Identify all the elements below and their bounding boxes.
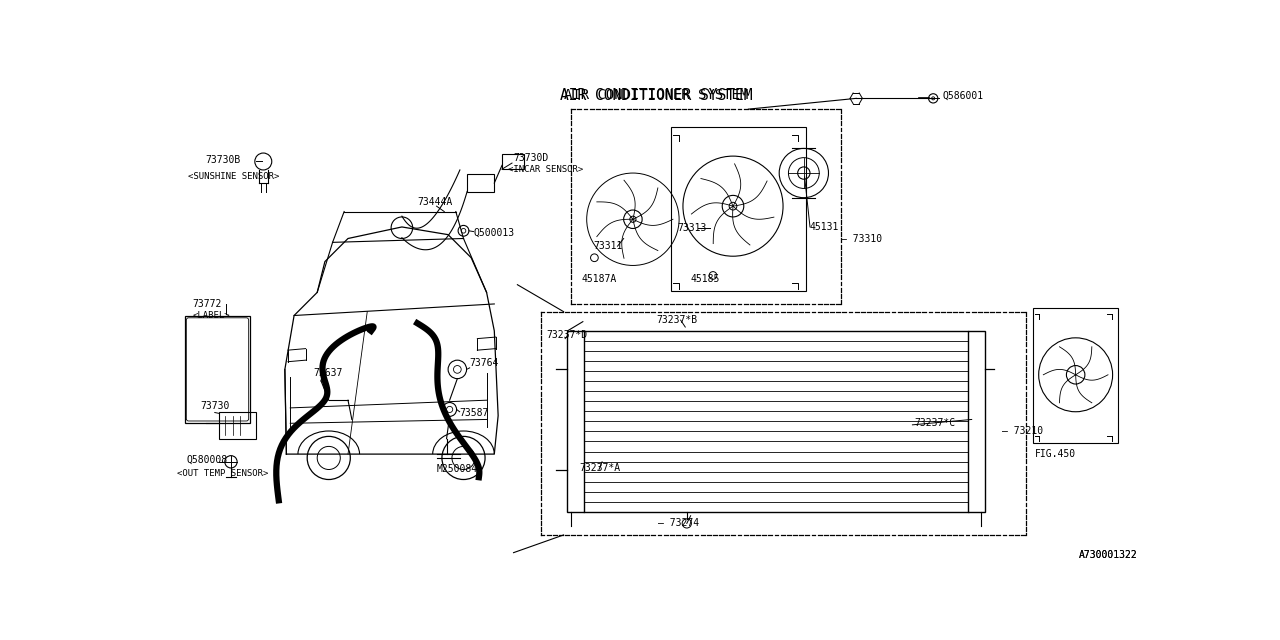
Text: 73311: 73311	[593, 241, 622, 251]
Text: 73444A: 73444A	[417, 196, 453, 207]
Text: 73637: 73637	[314, 368, 343, 378]
Text: — 73210: — 73210	[1002, 426, 1043, 436]
Bar	[968, 331, 984, 512]
Text: 73313: 73313	[677, 223, 707, 233]
Text: FIG.450: FIG.450	[1034, 449, 1076, 459]
Text: 73772: 73772	[192, 299, 221, 309]
Text: Q586001: Q586001	[942, 90, 983, 100]
Bar	[672, 127, 806, 291]
Text: AIR CONDITIONER SYSTEM: AIR CONDITIONER SYSTEM	[559, 88, 753, 102]
Text: A730001322: A730001322	[1079, 550, 1137, 561]
Text: — 73274: — 73274	[658, 518, 699, 529]
Bar	[567, 331, 585, 512]
Text: 73764: 73764	[470, 358, 499, 368]
Text: 73587: 73587	[460, 408, 489, 419]
Text: A730001322: A730001322	[1079, 550, 1137, 561]
Text: 45131: 45131	[810, 222, 840, 232]
Text: Q500013: Q500013	[474, 228, 515, 238]
Text: 73237*B: 73237*B	[657, 315, 698, 325]
Bar	[1033, 308, 1117, 442]
Text: 73730B: 73730B	[206, 155, 241, 165]
Text: <LABEL>: <LABEL>	[192, 311, 230, 320]
Bar	[467, 174, 494, 192]
Text: 73730: 73730	[200, 401, 229, 412]
Bar	[184, 316, 250, 423]
Text: 45185: 45185	[691, 273, 721, 284]
Text: <INCAR SENSOR>: <INCAR SENSOR>	[508, 164, 584, 173]
Bar	[219, 412, 256, 438]
Text: 73730D: 73730D	[513, 153, 549, 163]
Text: AIR CONDITIONER SYSTEM: AIR CONDITIONER SYSTEM	[564, 88, 748, 102]
Bar	[502, 154, 524, 169]
Text: 45187A: 45187A	[581, 273, 617, 284]
Text: Q580008: Q580008	[187, 454, 228, 465]
Text: 73237*A: 73237*A	[579, 463, 620, 473]
Text: — 73310: — 73310	[841, 234, 882, 243]
Text: <SUNSHINE SENSOR>: <SUNSHINE SENSOR>	[188, 172, 279, 181]
Text: M250084: M250084	[436, 465, 477, 474]
Text: <OUT TEMP SENSOR>: <OUT TEMP SENSOR>	[177, 469, 269, 478]
Text: 73237*D: 73237*D	[547, 330, 588, 340]
Text: 73237*C: 73237*C	[914, 419, 955, 428]
